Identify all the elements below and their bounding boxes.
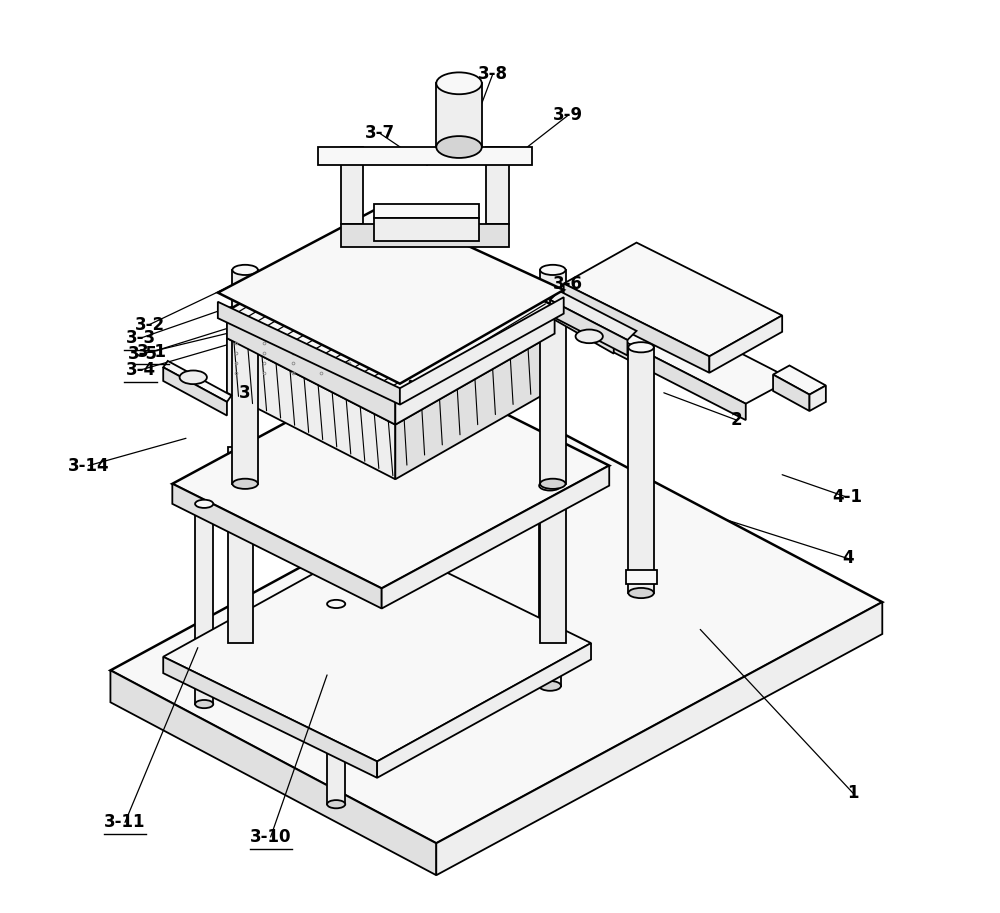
Text: 2: 2 — [731, 411, 742, 429]
Polygon shape — [163, 361, 231, 402]
Polygon shape — [327, 604, 345, 804]
Text: 3-8: 3-8 — [478, 65, 508, 83]
Text: 3-4: 3-4 — [125, 361, 156, 379]
Text: 3-3: 3-3 — [125, 330, 156, 347]
Ellipse shape — [540, 265, 566, 275]
Polygon shape — [539, 486, 561, 686]
Polygon shape — [486, 147, 509, 225]
Polygon shape — [228, 447, 253, 643]
Ellipse shape — [327, 800, 345, 808]
Polygon shape — [377, 643, 591, 778]
Text: 3-1: 3-1 — [137, 342, 167, 361]
Polygon shape — [374, 218, 479, 241]
Polygon shape — [172, 484, 382, 608]
Polygon shape — [232, 270, 258, 484]
Polygon shape — [550, 300, 627, 355]
Polygon shape — [540, 270, 566, 484]
Ellipse shape — [539, 681, 561, 691]
Polygon shape — [341, 225, 509, 247]
Ellipse shape — [398, 570, 420, 580]
Polygon shape — [540, 447, 566, 643]
Polygon shape — [163, 367, 227, 415]
Polygon shape — [398, 374, 420, 575]
Polygon shape — [382, 466, 609, 608]
Polygon shape — [600, 329, 746, 420]
Polygon shape — [773, 365, 826, 394]
Ellipse shape — [436, 72, 482, 94]
Polygon shape — [227, 220, 555, 397]
Ellipse shape — [539, 481, 561, 490]
Polygon shape — [436, 83, 482, 147]
Text: 4-1: 4-1 — [833, 488, 863, 507]
Polygon shape — [395, 333, 555, 479]
Text: 3-7: 3-7 — [365, 124, 395, 142]
Polygon shape — [400, 298, 564, 404]
Polygon shape — [341, 147, 363, 225]
Polygon shape — [395, 307, 555, 425]
Text: 3-14: 3-14 — [68, 456, 109, 475]
Polygon shape — [628, 347, 654, 593]
Polygon shape — [110, 670, 436, 876]
Polygon shape — [773, 374, 809, 411]
Polygon shape — [550, 298, 617, 340]
Polygon shape — [163, 656, 377, 778]
Text: 1: 1 — [847, 784, 859, 803]
Text: 3-11: 3-11 — [104, 813, 146, 832]
Polygon shape — [626, 571, 657, 584]
Polygon shape — [436, 603, 882, 876]
Ellipse shape — [628, 342, 654, 352]
Polygon shape — [809, 385, 826, 411]
Text: 3-2: 3-2 — [135, 316, 165, 333]
Polygon shape — [709, 315, 782, 373]
Polygon shape — [218, 302, 400, 404]
Polygon shape — [227, 338, 395, 479]
Polygon shape — [195, 504, 213, 704]
Polygon shape — [564, 284, 709, 373]
Polygon shape — [318, 147, 532, 165]
Text: 4: 4 — [842, 550, 854, 568]
Text: 3: 3 — [239, 383, 251, 402]
Ellipse shape — [540, 478, 566, 488]
Polygon shape — [550, 291, 637, 340]
Polygon shape — [564, 243, 782, 356]
Polygon shape — [550, 304, 614, 353]
Ellipse shape — [232, 265, 258, 275]
Polygon shape — [227, 310, 395, 425]
Ellipse shape — [195, 700, 213, 708]
Text: 3-10: 3-10 — [250, 828, 291, 846]
Polygon shape — [218, 206, 564, 383]
Ellipse shape — [398, 370, 420, 380]
Polygon shape — [374, 205, 479, 218]
Polygon shape — [600, 305, 791, 404]
Polygon shape — [163, 539, 591, 761]
Ellipse shape — [576, 330, 603, 343]
Ellipse shape — [436, 136, 482, 158]
Ellipse shape — [232, 478, 258, 488]
Text: 3-6: 3-6 — [553, 275, 583, 292]
Ellipse shape — [180, 371, 207, 384]
Text: 3-9: 3-9 — [553, 106, 583, 124]
Polygon shape — [172, 361, 609, 589]
Text: 3-5: 3-5 — [128, 344, 158, 362]
Polygon shape — [110, 429, 882, 844]
Ellipse shape — [628, 588, 654, 598]
Ellipse shape — [327, 600, 345, 608]
Ellipse shape — [195, 499, 213, 508]
